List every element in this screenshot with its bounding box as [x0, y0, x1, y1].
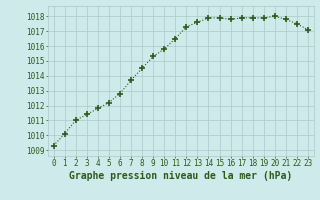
X-axis label: Graphe pression niveau de la mer (hPa): Graphe pression niveau de la mer (hPa): [69, 171, 292, 181]
